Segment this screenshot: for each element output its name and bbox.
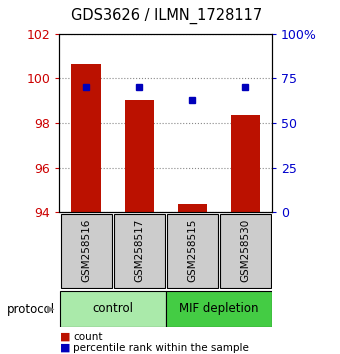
Bar <box>166 291 272 327</box>
Text: ■: ■ <box>59 343 70 353</box>
Text: protocol: protocol <box>7 303 55 315</box>
Text: count: count <box>73 332 103 342</box>
Bar <box>231 115 260 212</box>
Bar <box>61 214 112 288</box>
Text: percentile rank within the sample: percentile rank within the sample <box>73 343 249 353</box>
Text: GSM258515: GSM258515 <box>187 219 197 282</box>
Bar <box>178 204 207 212</box>
Text: ▶: ▶ <box>47 304 54 314</box>
Text: ■: ■ <box>59 332 70 342</box>
Text: GSM258516: GSM258516 <box>81 219 91 282</box>
Bar <box>59 291 166 327</box>
Bar <box>71 64 101 212</box>
Bar <box>124 99 154 212</box>
Text: GSM258530: GSM258530 <box>240 219 251 282</box>
Text: control: control <box>92 302 133 315</box>
Bar <box>220 214 271 288</box>
Text: GDS3626 / ILMN_1728117: GDS3626 / ILMN_1728117 <box>71 8 262 24</box>
Bar <box>114 214 165 288</box>
Bar <box>167 214 218 288</box>
Text: GSM258517: GSM258517 <box>134 219 144 282</box>
Text: MIF depletion: MIF depletion <box>179 302 259 315</box>
